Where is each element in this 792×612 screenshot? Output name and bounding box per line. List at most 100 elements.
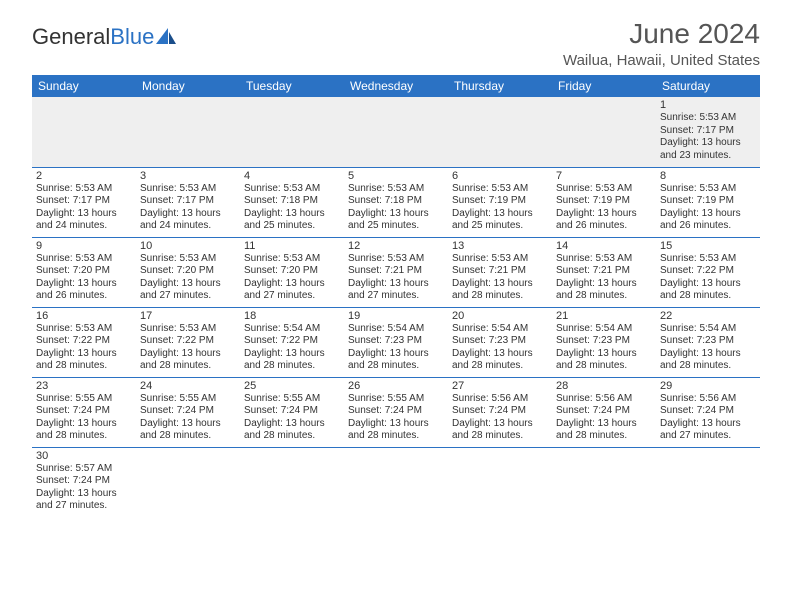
day-number: 30 xyxy=(36,450,132,462)
calendar-cell xyxy=(552,97,656,167)
day-number: 14 xyxy=(556,240,652,252)
info-line: Sunrise: 5:53 AM xyxy=(452,253,548,266)
info-line: Sunrise: 5:55 AM xyxy=(140,393,236,406)
info-line: Sunrise: 5:56 AM xyxy=(556,393,652,406)
info-line: Daylight: 13 hours xyxy=(556,418,652,431)
day-number: 20 xyxy=(452,310,548,322)
day-number: 16 xyxy=(36,310,132,322)
day-info: Sunrise: 5:53 AMSunset: 7:19 PMDaylight:… xyxy=(556,183,652,233)
info-line: Sunrise: 5:53 AM xyxy=(452,183,548,196)
day-number: 22 xyxy=(660,310,756,322)
info-line: Daylight: 13 hours xyxy=(556,208,652,221)
day-info: Sunrise: 5:53 AMSunset: 7:21 PMDaylight:… xyxy=(452,253,548,303)
info-line: Sunset: 7:17 PM xyxy=(36,195,132,208)
info-line: Daylight: 13 hours xyxy=(36,488,132,501)
info-line: Sunset: 7:24 PM xyxy=(244,405,340,418)
info-line: Sunset: 7:24 PM xyxy=(36,405,132,418)
info-line: Sunset: 7:23 PM xyxy=(556,335,652,348)
day-info: Sunrise: 5:57 AMSunset: 7:24 PMDaylight:… xyxy=(36,463,132,513)
info-line: Sunset: 7:19 PM xyxy=(452,195,548,208)
info-line: Daylight: 13 hours xyxy=(660,418,756,431)
day-number: 26 xyxy=(348,380,444,392)
calendar-cell: 11Sunrise: 5:53 AMSunset: 7:20 PMDayligh… xyxy=(240,237,344,307)
month-title: June 2024 xyxy=(563,18,760,50)
calendar-cell: 30Sunrise: 5:57 AMSunset: 7:24 PMDayligh… xyxy=(32,447,136,517)
info-line: Daylight: 13 hours xyxy=(140,348,236,361)
info-line: Daylight: 13 hours xyxy=(140,278,236,291)
info-line: Daylight: 13 hours xyxy=(348,278,444,291)
day-number: 1 xyxy=(660,99,756,111)
info-line: Daylight: 13 hours xyxy=(244,418,340,431)
info-line: Sunset: 7:22 PM xyxy=(660,265,756,278)
info-line: Sunrise: 5:55 AM xyxy=(36,393,132,406)
info-line: Daylight: 13 hours xyxy=(348,418,444,431)
info-line: Daylight: 13 hours xyxy=(36,208,132,221)
info-line: Daylight: 13 hours xyxy=(348,208,444,221)
day-number: 27 xyxy=(452,380,548,392)
day-number: 19 xyxy=(348,310,444,322)
weekday-header: Saturday xyxy=(656,75,760,97)
info-line: and 26 minutes. xyxy=(660,220,756,233)
info-line: Daylight: 13 hours xyxy=(140,418,236,431)
day-info: Sunrise: 5:53 AMSunset: 7:18 PMDaylight:… xyxy=(244,183,340,233)
info-line: and 28 minutes. xyxy=(244,430,340,443)
calendar-cell xyxy=(32,97,136,167)
info-line: and 28 minutes. xyxy=(452,360,548,373)
calendar-cell xyxy=(240,447,344,517)
weekday-header: Tuesday xyxy=(240,75,344,97)
day-info: Sunrise: 5:53 AMSunset: 7:19 PMDaylight:… xyxy=(660,183,756,233)
info-line: Sunrise: 5:53 AM xyxy=(36,183,132,196)
info-line: Daylight: 13 hours xyxy=(452,348,548,361)
info-line: Sunrise: 5:53 AM xyxy=(140,253,236,266)
logo-sail-icon xyxy=(156,28,178,46)
info-line: Sunset: 7:24 PM xyxy=(36,475,132,488)
day-info: Sunrise: 5:53 AMSunset: 7:17 PMDaylight:… xyxy=(36,183,132,233)
calendar-cell: 28Sunrise: 5:56 AMSunset: 7:24 PMDayligh… xyxy=(552,377,656,447)
calendar-cell: 3Sunrise: 5:53 AMSunset: 7:17 PMDaylight… xyxy=(136,167,240,237)
day-number: 11 xyxy=(244,240,340,252)
day-info: Sunrise: 5:54 AMSunset: 7:23 PMDaylight:… xyxy=(556,323,652,373)
info-line: and 28 minutes. xyxy=(140,430,236,443)
info-line: Sunrise: 5:54 AM xyxy=(348,323,444,336)
calendar-cell: 26Sunrise: 5:55 AMSunset: 7:24 PMDayligh… xyxy=(344,377,448,447)
info-line: and 27 minutes. xyxy=(348,290,444,303)
info-line: Sunrise: 5:55 AM xyxy=(244,393,340,406)
calendar-cell: 15Sunrise: 5:53 AMSunset: 7:22 PMDayligh… xyxy=(656,237,760,307)
weekday-header: Friday xyxy=(552,75,656,97)
calendar-cell: 21Sunrise: 5:54 AMSunset: 7:23 PMDayligh… xyxy=(552,307,656,377)
info-line: Sunset: 7:24 PM xyxy=(348,405,444,418)
info-line: Daylight: 13 hours xyxy=(36,418,132,431)
info-line: Sunset: 7:17 PM xyxy=(140,195,236,208)
day-number: 12 xyxy=(348,240,444,252)
info-line: Sunrise: 5:54 AM xyxy=(452,323,548,336)
info-line: Sunset: 7:23 PM xyxy=(452,335,548,348)
day-info: Sunrise: 5:53 AMSunset: 7:20 PMDaylight:… xyxy=(140,253,236,303)
info-line: Sunset: 7:23 PM xyxy=(660,335,756,348)
info-line: Sunrise: 5:53 AM xyxy=(660,183,756,196)
day-number: 17 xyxy=(140,310,236,322)
location: Wailua, Hawaii, United States xyxy=(563,52,760,69)
day-number: 3 xyxy=(140,170,236,182)
info-line: Sunset: 7:19 PM xyxy=(556,195,652,208)
info-line: Sunrise: 5:53 AM xyxy=(348,183,444,196)
info-line: and 28 minutes. xyxy=(36,430,132,443)
info-line: and 28 minutes. xyxy=(556,430,652,443)
calendar-cell: 23Sunrise: 5:55 AMSunset: 7:24 PMDayligh… xyxy=(32,377,136,447)
info-line: Sunrise: 5:56 AM xyxy=(452,393,548,406)
calendar-cell: 5Sunrise: 5:53 AMSunset: 7:18 PMDaylight… xyxy=(344,167,448,237)
info-line: and 28 minutes. xyxy=(348,430,444,443)
calendar-cell: 12Sunrise: 5:53 AMSunset: 7:21 PMDayligh… xyxy=(344,237,448,307)
day-number: 5 xyxy=(348,170,444,182)
info-line: Daylight: 13 hours xyxy=(556,348,652,361)
info-line: Sunset: 7:20 PM xyxy=(140,265,236,278)
day-number: 24 xyxy=(140,380,236,392)
info-line: Sunrise: 5:53 AM xyxy=(36,253,132,266)
calendar-cell xyxy=(656,447,760,517)
info-line: and 27 minutes. xyxy=(660,430,756,443)
info-line: and 27 minutes. xyxy=(244,290,340,303)
info-line: Daylight: 13 hours xyxy=(452,278,548,291)
calendar-cell: 9Sunrise: 5:53 AMSunset: 7:20 PMDaylight… xyxy=(32,237,136,307)
info-line: and 28 minutes. xyxy=(556,290,652,303)
logo-text-2: Blue xyxy=(110,24,154,50)
day-number: 7 xyxy=(556,170,652,182)
